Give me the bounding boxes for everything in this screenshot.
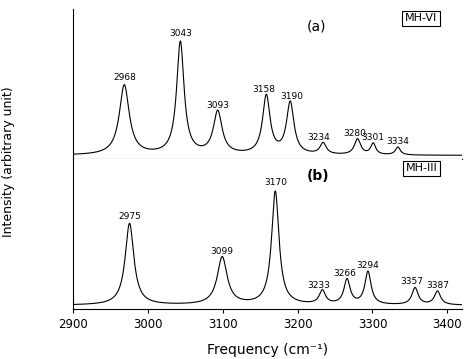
Text: 2968: 2968 xyxy=(113,73,136,81)
Text: MH-VI: MH-VI xyxy=(405,14,438,23)
Text: 3301: 3301 xyxy=(361,133,384,142)
Text: 3280: 3280 xyxy=(343,129,366,138)
Text: 3099: 3099 xyxy=(211,247,234,256)
Text: (b): (b) xyxy=(307,169,329,183)
Text: 3043: 3043 xyxy=(169,29,192,38)
Text: 3234: 3234 xyxy=(307,133,330,142)
Text: 3387: 3387 xyxy=(426,281,449,290)
Text: 3294: 3294 xyxy=(356,261,379,270)
Text: 3190: 3190 xyxy=(280,92,303,101)
Text: Intensity (arbitrary unit): Intensity (arbitrary unit) xyxy=(2,86,15,237)
Text: 3093: 3093 xyxy=(206,101,229,110)
Text: 2975: 2975 xyxy=(118,212,141,221)
Text: 3158: 3158 xyxy=(253,85,275,94)
Text: 3357: 3357 xyxy=(401,278,424,286)
Text: 3334: 3334 xyxy=(386,137,410,146)
Text: MH-III: MH-III xyxy=(405,163,437,173)
Text: 3170: 3170 xyxy=(264,178,287,187)
Text: (a): (a) xyxy=(307,19,326,33)
Text: 3266: 3266 xyxy=(333,269,356,279)
Text: 3233: 3233 xyxy=(307,281,330,290)
Text: Frequency (cm⁻¹): Frequency (cm⁻¹) xyxy=(207,343,328,357)
